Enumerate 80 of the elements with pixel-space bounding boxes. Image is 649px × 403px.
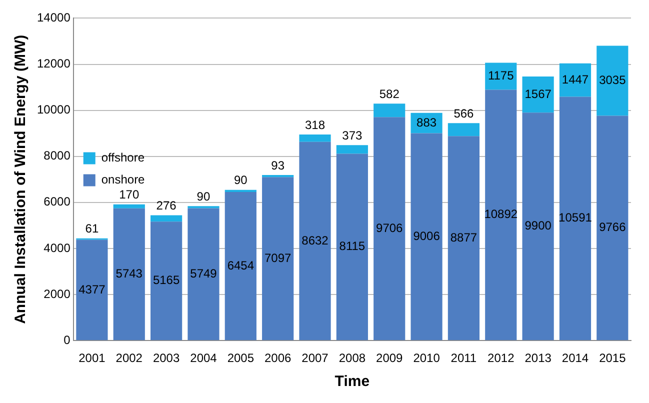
data-label: 90 <box>234 173 248 188</box>
data-label: 5743 <box>116 266 143 281</box>
bar <box>559 63 592 97</box>
x-tick-label: 2007 <box>302 351 329 366</box>
bar <box>336 145 368 154</box>
y-tick-label: 10000 <box>36 102 71 117</box>
y-tick-label: 4000 <box>44 240 71 255</box>
data-label: 6454 <box>227 258 254 272</box>
x-tick-label: 2011 <box>450 351 477 366</box>
bar <box>150 215 182 222</box>
y-tick-label: 12000 <box>36 56 71 71</box>
bar <box>522 112 554 340</box>
bar <box>188 208 220 340</box>
bar <box>262 177 294 340</box>
data-label: 566 <box>454 106 474 120</box>
bar <box>224 192 256 340</box>
bar <box>113 204 145 208</box>
legend-label: onshore <box>101 172 146 187</box>
data-label: 90 <box>196 189 210 204</box>
data-label: 61 <box>85 222 99 236</box>
bar <box>485 62 517 90</box>
x-tick-label: 2015 <box>599 351 626 366</box>
x-tick-label: 2006 <box>264 351 292 366</box>
x-tick-label: 2013 <box>524 351 552 366</box>
y-tick-label: 14000 <box>36 10 71 25</box>
x-tick-label: 2008 <box>338 351 366 366</box>
y-tick-label: 6000 <box>44 194 71 209</box>
data-label: 9900 <box>524 218 552 233</box>
data-label: 4377 <box>78 282 106 296</box>
data-label: 8115 <box>339 239 366 254</box>
data-label: 8877 <box>450 230 478 244</box>
data-label: 9006 <box>413 228 440 243</box>
data-label: 883 <box>416 115 437 130</box>
x-tick-label: 2003 <box>152 351 180 366</box>
y-tick-label: 8000 <box>44 148 71 163</box>
x-axis-title: Time <box>334 373 370 390</box>
legend-label: offshore <box>101 150 145 165</box>
data-label: 318 <box>304 118 326 132</box>
bar <box>374 104 406 118</box>
x-tick-label: 2009 <box>376 351 404 366</box>
data-label: 170 <box>119 188 140 202</box>
bar <box>374 117 406 340</box>
y-tick-label: 2000 <box>44 286 71 301</box>
bar <box>410 133 442 340</box>
bar <box>522 76 554 113</box>
y-tick-label: 0 <box>64 332 71 347</box>
x-tick-label: 2005 <box>227 351 254 366</box>
bar <box>299 134 331 142</box>
data-label: 3035 <box>599 73 626 88</box>
bar <box>485 90 517 340</box>
data-label: 9706 <box>376 220 404 235</box>
x-tick-label: 2002 <box>116 351 143 366</box>
x-tick-label: 2012 <box>488 351 515 366</box>
bar <box>448 123 480 136</box>
data-label: 9766 <box>599 220 626 234</box>
data-label: 5749 <box>190 266 218 280</box>
bar <box>336 154 368 340</box>
data-label: 1175 <box>488 68 514 83</box>
bar <box>113 208 145 340</box>
bar <box>299 142 331 340</box>
data-label: 93 <box>271 158 285 172</box>
data-label: 582 <box>379 86 400 101</box>
bar <box>559 96 592 340</box>
bar <box>150 222 182 340</box>
bar <box>76 240 108 340</box>
data-label: 1447 <box>562 72 589 86</box>
data-label: 8632 <box>302 233 329 248</box>
y-axis-title: Annual Installation of Wind Energy (MW) <box>12 34 30 324</box>
bar <box>596 46 628 116</box>
bar <box>596 116 628 340</box>
x-tick-label: 2014 <box>562 351 589 366</box>
x-tick-label: 2004 <box>190 351 218 366</box>
data-label: 276 <box>156 198 177 213</box>
x-tick-label: 2001 <box>78 351 106 366</box>
data-label: 7097 <box>264 250 292 265</box>
data-label: 1567 <box>524 86 552 101</box>
data-label: 5165 <box>152 273 180 288</box>
bar <box>448 136 480 340</box>
data-label: 373 <box>342 128 363 142</box>
x-tick-label: 2010 <box>413 351 440 366</box>
